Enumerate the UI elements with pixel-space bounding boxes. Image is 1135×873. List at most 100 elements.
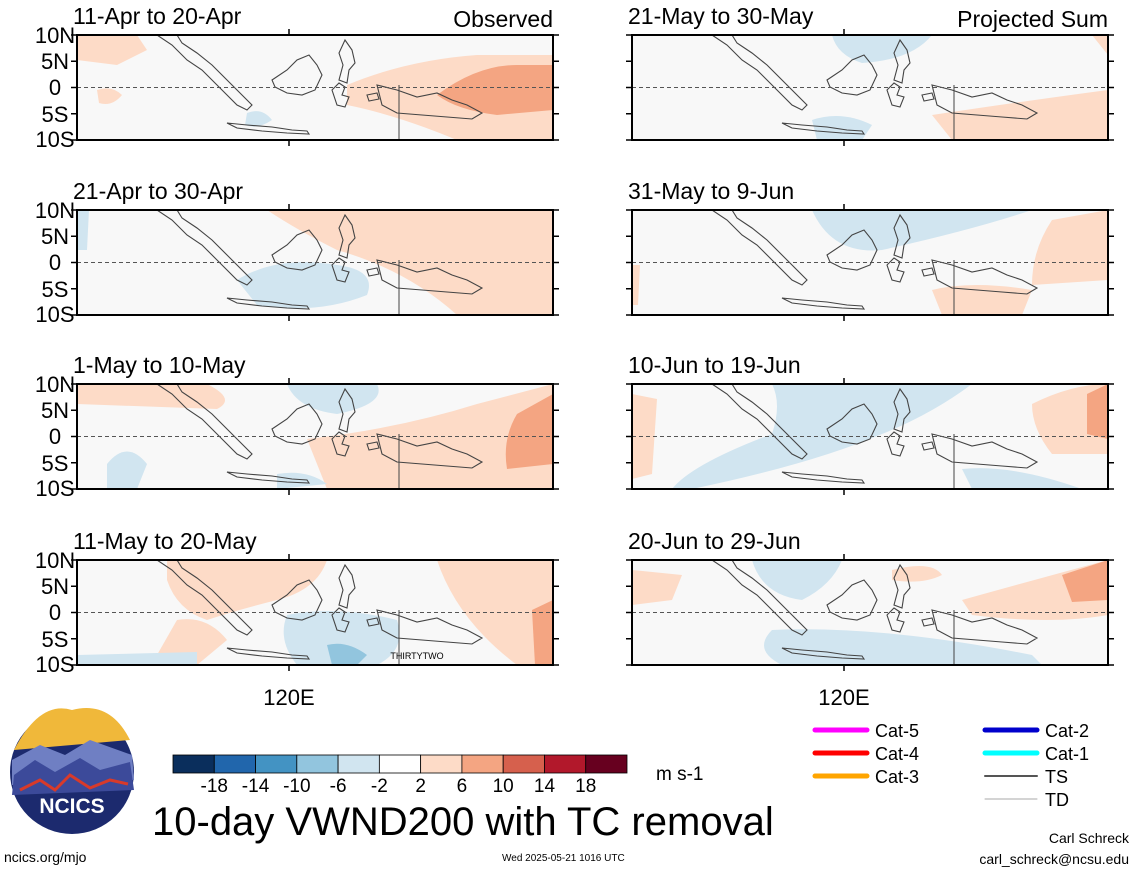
colorbar-tick-label: -10 [283, 776, 310, 797]
y-tick-label: 10N [35, 548, 75, 573]
colorbar-tick-label: 10 [493, 776, 514, 797]
coastline [331, 431, 350, 457]
y-tick-label: 10S [35, 476, 74, 501]
footer-email: carl_schreck@ncsu.edu [979, 851, 1129, 867]
coastline [893, 38, 911, 84]
coastline [338, 563, 356, 609]
x-tick-label: 120E [818, 685, 869, 710]
anomaly-region [437, 560, 553, 665]
coastline [711, 35, 808, 111]
logo-text: NCICS [39, 795, 104, 818]
coastline [271, 403, 323, 445]
colorbar-tick-label: 14 [534, 776, 556, 797]
anomaly-region [1032, 210, 1108, 285]
footer-timestamp: Wed 2025-05-21 1016 UTC [502, 853, 625, 864]
y-tick-label: 10N [35, 372, 75, 397]
anomaly-region [77, 384, 225, 409]
coastline [886, 431, 905, 457]
colorbar-swatch [461, 754, 504, 774]
y-tick-label: 5N [41, 574, 69, 599]
anomaly-region [505, 394, 553, 469]
anomaly-region [1062, 560, 1108, 602]
anomaly-region [77, 652, 197, 665]
anomaly-region [812, 210, 1032, 251]
coastline [711, 210, 808, 286]
panel-field [77, 560, 553, 665]
panel-title: 11-Apr to 20-Apr [73, 3, 242, 29]
legend-label: TD [1045, 790, 1069, 810]
colorbar-swatch [378, 754, 422, 774]
coastline [156, 35, 253, 111]
colorbar-swatch [502, 754, 545, 774]
footer-url: ncics.org/mjo [4, 849, 87, 865]
y-tick-label: 10S [35, 302, 74, 327]
coastline [711, 384, 808, 460]
anomaly-region [932, 285, 1032, 315]
coastline [921, 441, 935, 451]
coastline [271, 229, 323, 271]
panel-title: 31-May to 9-Jun [628, 178, 794, 204]
y-tick-label: 5S [42, 102, 69, 127]
y-tick-label: 10S [35, 652, 74, 677]
panel-7: 20-Jun to 29-Jun [626, 528, 1114, 671]
coastline [366, 617, 380, 627]
coastline [271, 54, 323, 96]
coastline [226, 122, 311, 135]
legend-label: Cat-4 [875, 744, 919, 764]
anomaly-region [832, 35, 932, 63]
anomaly-region [632, 394, 657, 479]
coastline [331, 257, 350, 283]
anomaly-region [1087, 384, 1108, 439]
coastline [886, 257, 905, 283]
panel-field [711, 35, 1108, 140]
panel-title: 10-Jun to 19-Jun [628, 352, 801, 378]
anomaly-region [283, 611, 400, 665]
y-tick-label: 5S [42, 627, 69, 652]
y-tick-label: 0 [49, 424, 61, 449]
coastline [226, 647, 311, 660]
coastline [156, 384, 253, 460]
ncics-logo: NCICS [10, 708, 134, 834]
coastline [921, 267, 935, 277]
anomaly-region [632, 265, 640, 305]
coastline [921, 92, 935, 102]
panel-field [632, 210, 1108, 315]
coastline [376, 259, 484, 295]
anomaly-region [107, 451, 147, 489]
y-tick-label: 5N [41, 398, 69, 423]
tc-track-label: THIRTYTWO [390, 651, 443, 661]
anomaly-region [437, 65, 553, 115]
coastline [331, 82, 350, 108]
coastline [226, 471, 311, 484]
panel-title: 21-Apr to 30-Apr [73, 178, 243, 204]
colorbar-swatch [296, 754, 339, 774]
y-tick-label: 10S [35, 127, 74, 152]
colorbar-swatch [172, 754, 215, 774]
column-label: Observed [453, 6, 553, 32]
colorbar-tick-label: -2 [371, 776, 388, 797]
anomaly-region [962, 468, 1082, 489]
legend-label: Cat-2 [1045, 721, 1089, 741]
coastline [156, 210, 253, 286]
panel-5: 31-May to 9-Jun [626, 178, 1114, 321]
coastline [921, 617, 935, 627]
logo-line [19, 773, 129, 792]
legend-label: Cat-5 [875, 721, 919, 741]
coastline [331, 607, 350, 633]
coastline [826, 54, 878, 96]
anomaly-region [77, 35, 147, 65]
coastline [886, 82, 905, 108]
coastline [781, 647, 866, 660]
colorbar-swatch [337, 754, 380, 774]
coastline [826, 229, 878, 271]
coastline [366, 441, 380, 451]
coastline [366, 267, 380, 277]
y-tick-label: 5S [42, 451, 69, 476]
footer-author: Carl Schreck [1048, 830, 1129, 846]
anomaly-region [532, 600, 553, 665]
panel-field [632, 560, 1108, 665]
